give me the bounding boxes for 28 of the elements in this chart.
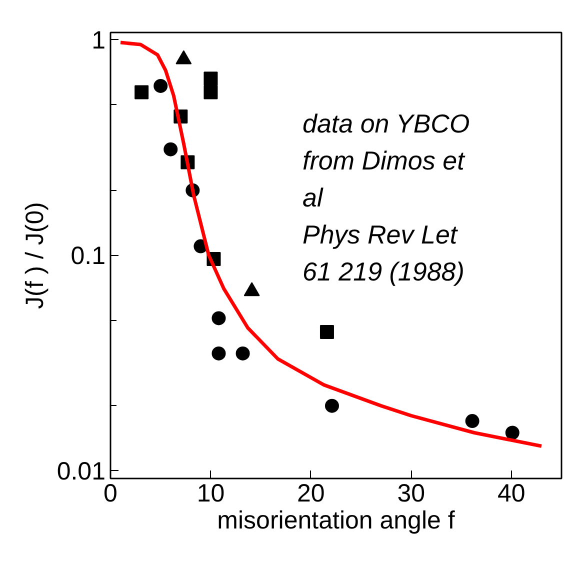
x-tick-label: 10 [196, 480, 225, 508]
point [164, 142, 178, 156]
point [212, 346, 226, 360]
point [134, 85, 149, 100]
x-tick-label: 40 [497, 480, 526, 508]
annotation: al [302, 182, 324, 212]
y-tick-label: 0.1 [70, 242, 106, 270]
point [212, 311, 226, 326]
point [154, 78, 168, 93]
point [320, 325, 334, 340]
point [204, 72, 218, 86]
point [465, 414, 480, 428]
x-tick-label: 0 [104, 480, 118, 508]
point [236, 346, 250, 360]
line-series [118, 40, 544, 448]
point [505, 426, 520, 440]
annotation: 61 219 (1988) [302, 256, 464, 286]
x-axis-title: misorientation angle f [217, 506, 455, 534]
x-tick-label: 30 [397, 480, 426, 508]
y-tick-label: 1 [92, 26, 106, 55]
point [324, 398, 339, 413]
point [204, 85, 218, 100]
y-axis-title: J(f ) / J(0) [20, 202, 49, 309]
annotation: Phys Rev Let [302, 220, 459, 250]
annotation: data on YBCO [302, 108, 470, 138]
annotation: from Dimos et [302, 146, 466, 176]
y-tick-label: 0.01 [56, 458, 106, 486]
x-tick-label: 20 [297, 480, 325, 508]
